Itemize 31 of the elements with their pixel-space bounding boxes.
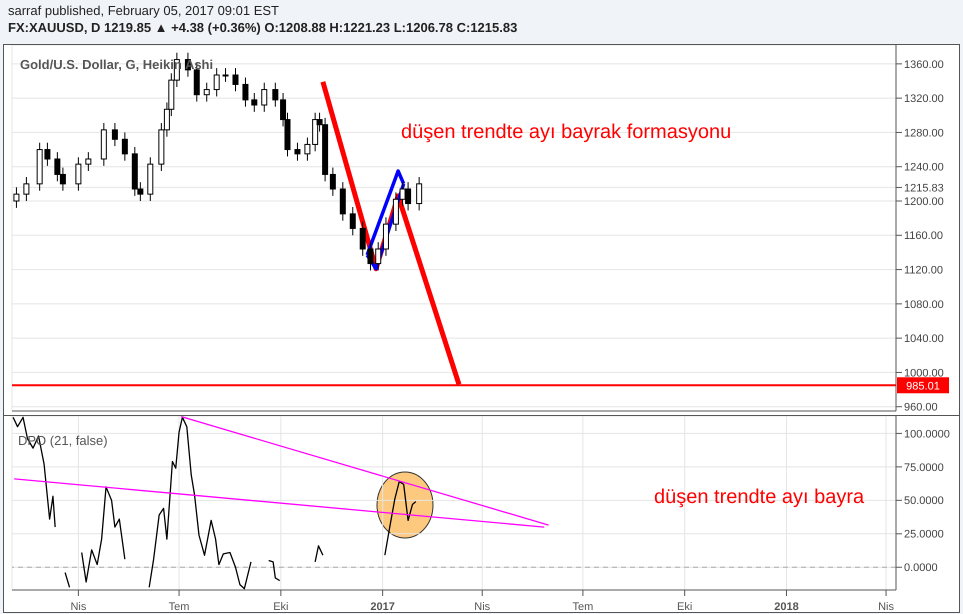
y-tick-label: 100.0000	[904, 428, 950, 440]
x-tick-label: Eki	[677, 601, 692, 613]
y-tick-label: 75.0000	[904, 462, 944, 474]
y-tick-label: 1160.00	[904, 230, 943, 242]
x-tick-label: Eki	[273, 601, 288, 613]
y-tick-label: 1000.00	[904, 367, 944, 380]
y-tick-label: 1240.00	[904, 162, 944, 174]
chart-title: sarraf published, February 05, 2017 09:01 EST	[8, 3, 280, 18]
annotation: düşen trendte ayı bayra	[654, 486, 864, 509]
y-tick-label: 1280.00	[904, 127, 944, 140]
x-tick-label: Nis	[878, 601, 894, 613]
x-tick-label: Tem	[168, 601, 190, 613]
x-tick-label: Nis	[474, 601, 491, 613]
y-tick-label: 1120.00	[904, 264, 943, 276]
x-tick-label: Tem	[572, 601, 594, 613]
ref-line-label: 985.01	[906, 380, 940, 392]
x-tick-label: 2018	[774, 601, 799, 613]
y-tick-label: 25.0000	[904, 528, 944, 541]
y-tick-label: 1360.00	[904, 58, 944, 71]
y-tick-label: 0.0000	[904, 562, 938, 574]
chart-subtitle: FX:XAUUSD, D 1219.85 ▲ +4.38 (+0.36%) O:1208.88 H:1221.23 L:1206.78 C:1215.83	[8, 20, 518, 35]
x-tick-label: 2017	[370, 601, 395, 613]
y-tick-label: 1200.00	[904, 196, 944, 208]
y-tick-label: 1080.00	[904, 298, 944, 311]
annotation: düşen trendte ayı bayrak formasyonu	[401, 121, 732, 144]
y-tick-label: 1040.00	[904, 333, 944, 346]
y-tick-label: 1215.83	[904, 182, 944, 194]
x-tick-label: Nis	[70, 601, 87, 613]
y-tick-label: 50.0000	[904, 495, 944, 508]
y-tick-label: 960.00	[904, 402, 938, 414]
y-tick-label: 1320.00	[904, 93, 944, 106]
